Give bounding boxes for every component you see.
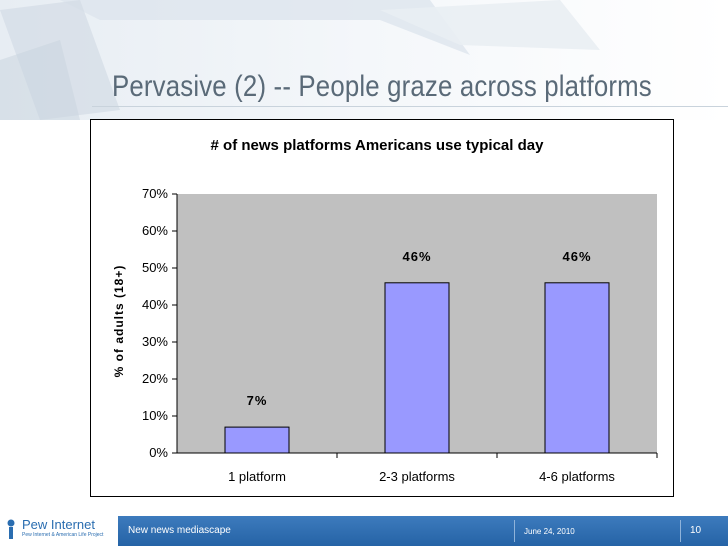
bar	[544, 282, 610, 454]
x-tick-label: 2-3 platforms	[379, 469, 455, 484]
y-tick-label: 20%	[142, 371, 168, 386]
y-tick-label: 40%	[142, 297, 168, 312]
pew-logo-text: Pew Internet	[22, 517, 95, 532]
page-number: 10	[690, 525, 702, 536]
pew-logo-icon	[7, 519, 15, 539]
slide-title: Pervasive (2) -- People graze across pla…	[112, 70, 652, 103]
data-label: 7%	[247, 393, 268, 408]
footer-left-text: New news mediascape	[128, 525, 231, 536]
data-label: 46%	[562, 249, 591, 264]
y-tick-label: 60%	[142, 223, 168, 238]
y-tick-label: 70%	[142, 186, 168, 201]
header-decoration	[0, 0, 728, 120]
footer-separator	[514, 520, 515, 542]
y-tick-label: 0%	[149, 445, 168, 460]
bar	[384, 282, 450, 454]
x-tick-label: 1 platform	[228, 469, 286, 484]
chart-title: # of news platforms Americans use typica…	[211, 137, 545, 154]
y-axis-label: % of adults (18+)	[112, 265, 126, 378]
x-tick-label: 4-6 platforms	[539, 469, 615, 484]
footer-separator	[680, 520, 681, 542]
pew-logo-subtitle: Pew Internet & American Life Project	[22, 532, 104, 538]
title-divider	[92, 106, 728, 107]
y-tick-label: 50%	[142, 260, 168, 275]
data-label: 46%	[402, 249, 431, 264]
y-tick-label: 30%	[142, 334, 168, 349]
footer-date: June 24, 2010	[524, 527, 575, 536]
bar	[224, 426, 290, 454]
y-tick-label: 10%	[142, 408, 168, 423]
footer-bar	[118, 516, 728, 546]
